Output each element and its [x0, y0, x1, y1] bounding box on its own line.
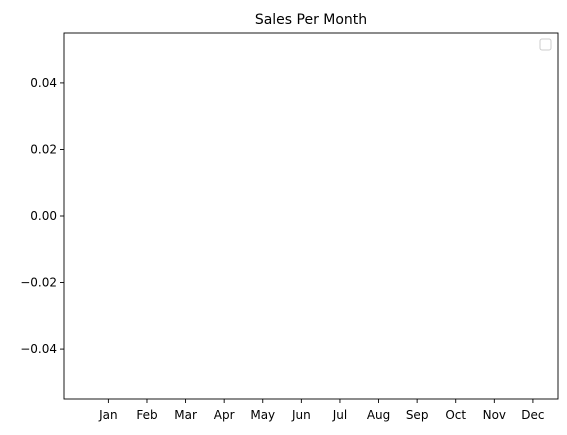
plot-area	[63, 32, 559, 400]
x-tick-label: Jul	[332, 408, 347, 422]
x-tick-label: Jun	[291, 408, 311, 422]
chart-title: Sales Per Month	[255, 12, 367, 28]
y-axis: 0.04 0.02 0.00 −0.02 −0.04	[20, 76, 64, 356]
x-axis: Jan Feb Mar Apr May Jun Jul Aug Sep Oct Nov Dec	[98, 399, 545, 422]
y-tick-label: 0.04	[30, 76, 57, 90]
y-tick-label: 0.00	[30, 209, 57, 223]
y-tick-label: 0.02	[30, 142, 57, 156]
x-tick-label: Sep	[406, 408, 429, 422]
x-tick-label: May	[250, 408, 275, 422]
legend-box	[539, 38, 552, 51]
x-tick-label: Feb	[136, 408, 157, 422]
x-tick-label: Mar	[174, 408, 197, 422]
x-tick-label: Apr	[214, 408, 235, 422]
x-tick-label: Nov	[483, 408, 506, 422]
x-tick-label: Aug	[367, 408, 390, 422]
x-tick-label: Oct	[445, 408, 466, 422]
y-tick-label: −0.04	[20, 342, 57, 356]
x-tick-label: Dec	[521, 408, 544, 422]
y-tick-label: −0.02	[20, 276, 57, 290]
x-tick-label: Jan	[98, 408, 118, 422]
